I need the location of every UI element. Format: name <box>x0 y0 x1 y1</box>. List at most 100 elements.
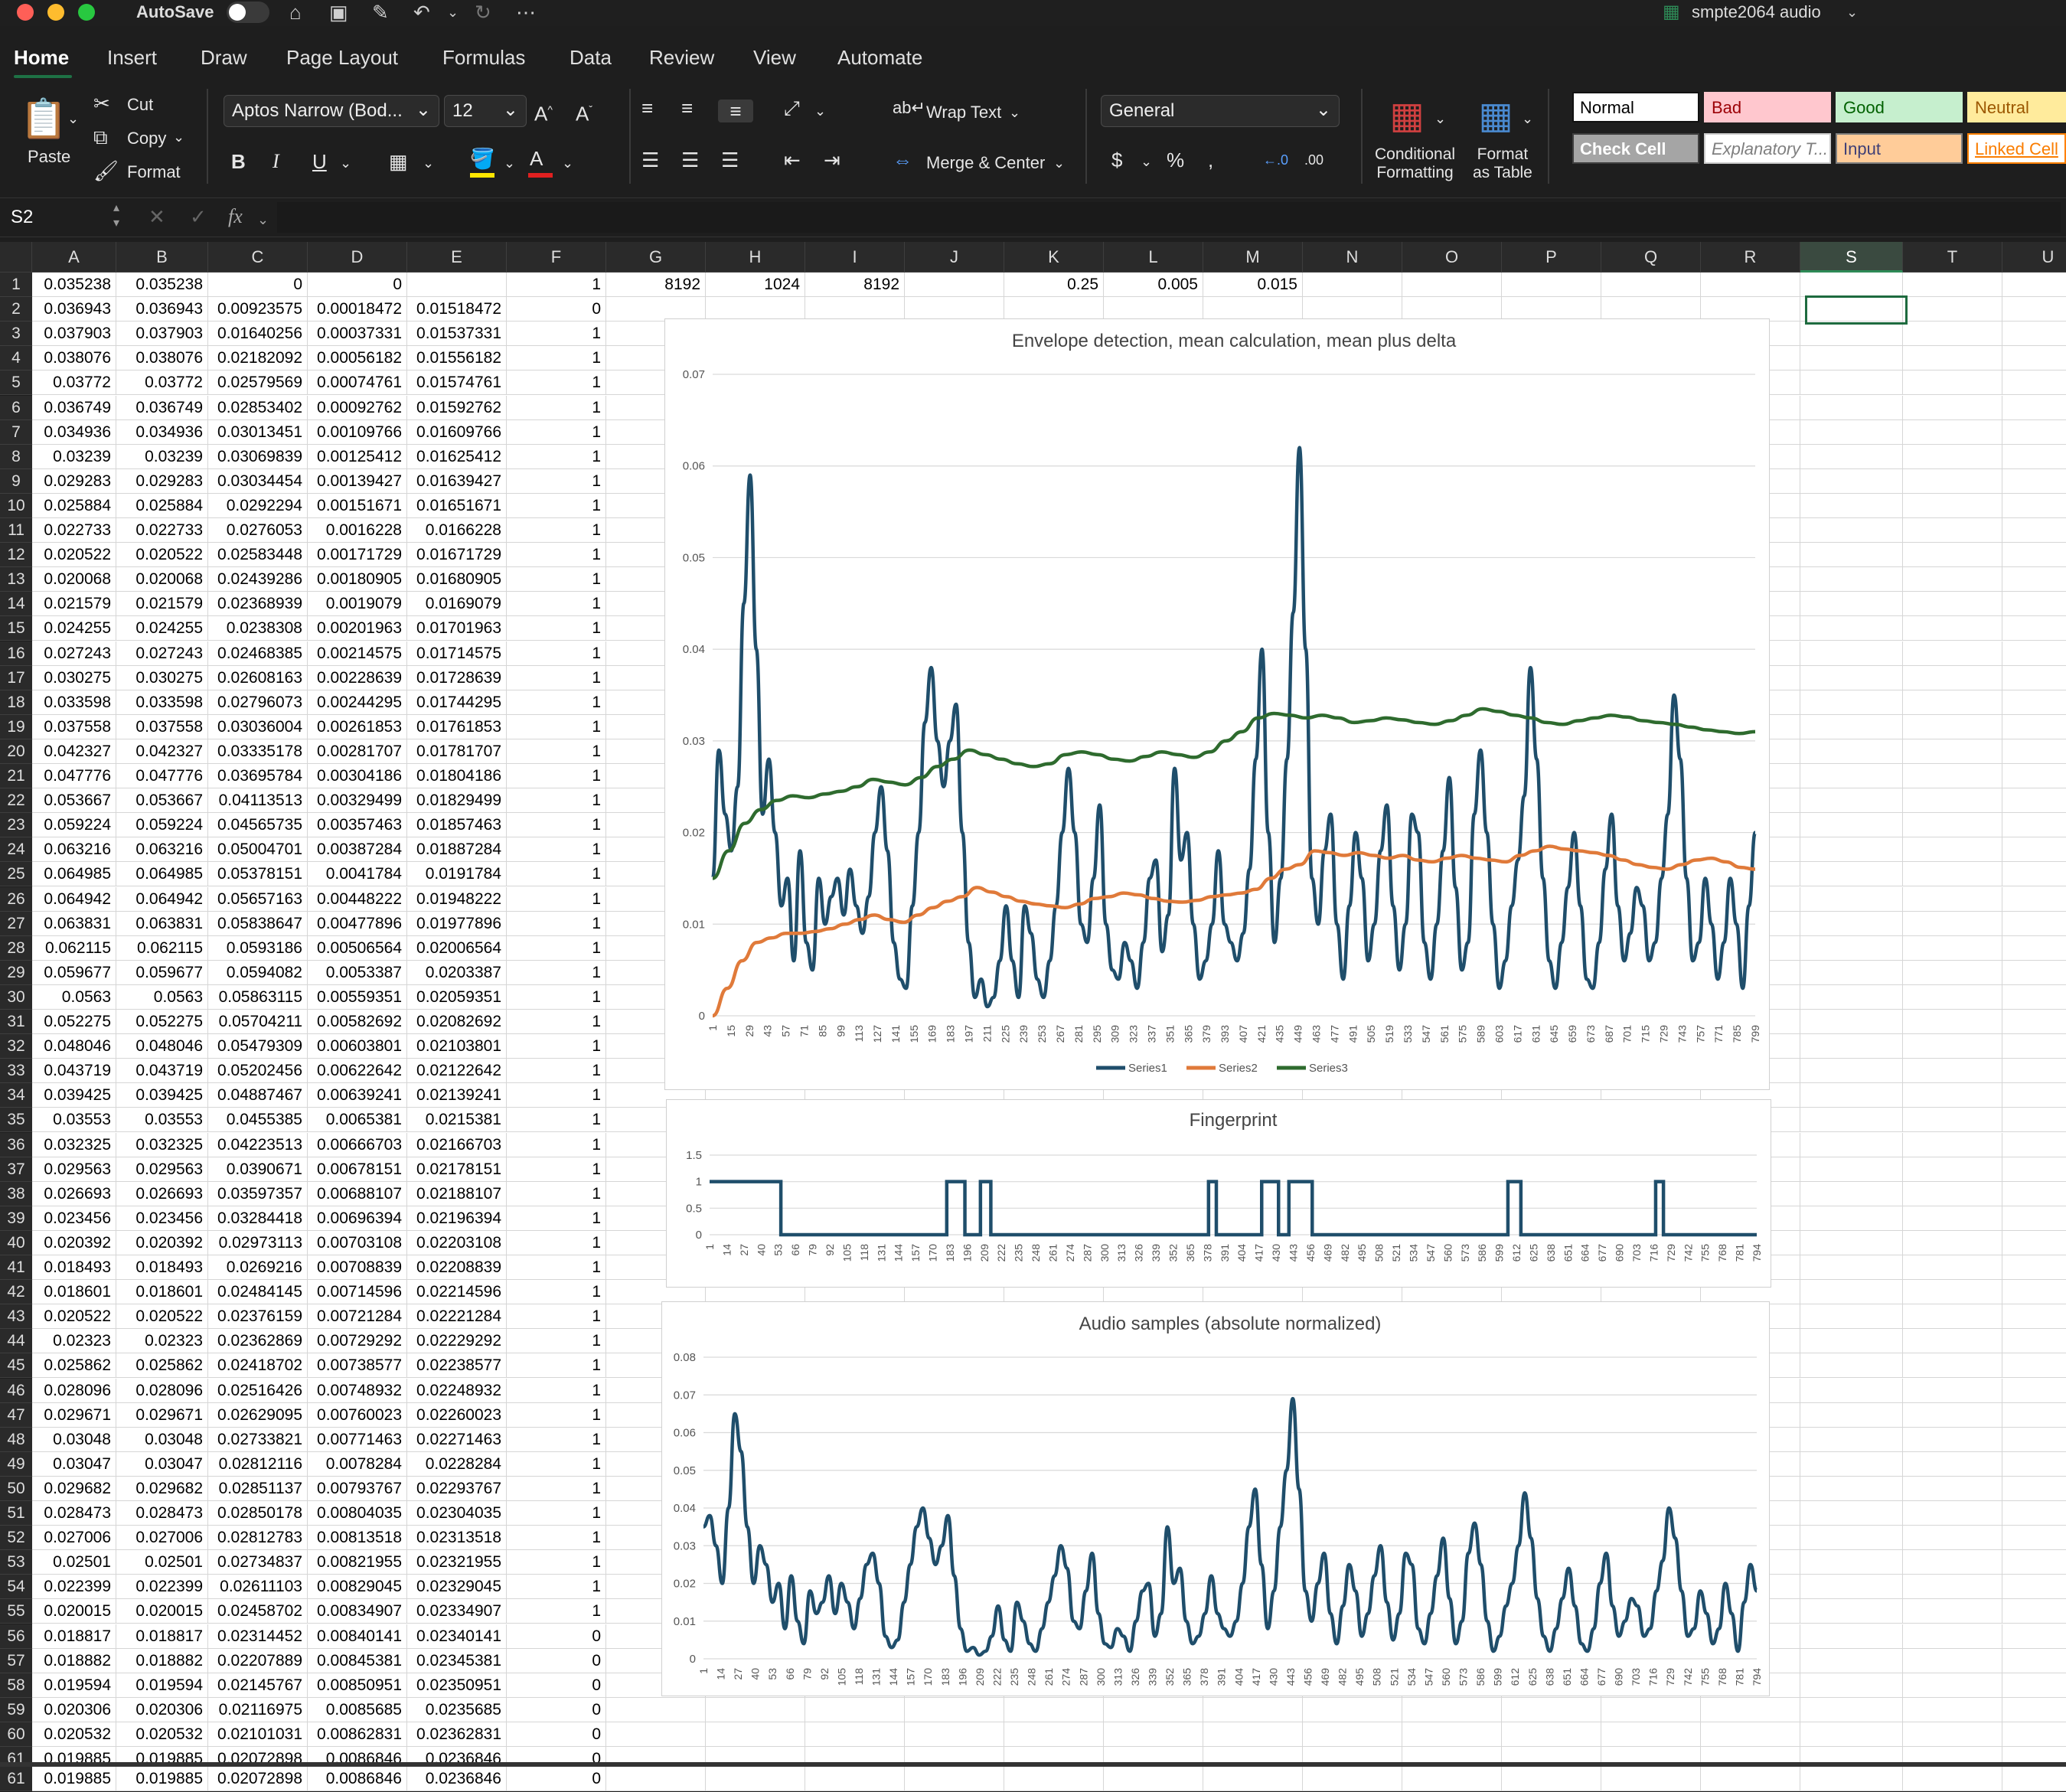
cell[interactable]: 0.00037331 <box>308 322 407 347</box>
cell[interactable] <box>2002 1599 2066 1624</box>
cell[interactable]: 0.02323 <box>32 1329 116 1354</box>
cell[interactable] <box>2002 1034 2066 1059</box>
row-header[interactable]: 53 <box>0 1550 32 1575</box>
cell[interactable] <box>1800 886 1903 912</box>
cell[interactable] <box>2002 1329 2066 1354</box>
cell[interactable]: 0 <box>507 1648 606 1673</box>
row-header[interactable]: 28 <box>0 935 32 961</box>
cell[interactable]: 0.039425 <box>32 1083 116 1108</box>
cell[interactable] <box>1903 1648 2002 1673</box>
cell[interactable] <box>1903 1157 2002 1182</box>
row-header[interactable]: 60 <box>0 1722 32 1747</box>
select-all-corner[interactable] <box>0 242 32 273</box>
cell[interactable]: 0.020522 <box>32 543 116 568</box>
cell[interactable]: 0.035238 <box>32 273 116 297</box>
cell[interactable]: 0.023456 <box>32 1206 116 1231</box>
cell[interactable]: 0.02203108 <box>407 1230 507 1255</box>
cell[interactable]: 0.02350951 <box>407 1673 507 1698</box>
cell[interactable]: 1 <box>507 1034 606 1059</box>
cell[interactable]: 0.034936 <box>116 419 208 445</box>
align-right-icon[interactable]: ☰ <box>721 149 739 171</box>
cell[interactable]: 0.02484145 <box>208 1280 308 1305</box>
cell[interactable] <box>2002 395 2066 420</box>
cell[interactable]: 0.00738577 <box>308 1353 407 1379</box>
cell[interactable]: 0.020392 <box>116 1230 208 1255</box>
cell[interactable] <box>1800 984 1903 1010</box>
cell[interactable]: 0.00748932 <box>308 1378 407 1403</box>
cell[interactable]: 0.029563 <box>32 1157 116 1182</box>
cell[interactable]: 1 <box>507 518 606 543</box>
cell[interactable] <box>2002 1673 2066 1698</box>
cell[interactable]: 0.020522 <box>116 543 208 568</box>
cell[interactable]: 0.04887467 <box>208 1083 308 1108</box>
cell[interactable] <box>1903 862 2002 887</box>
row-header[interactable]: 40 <box>0 1230 32 1255</box>
cell[interactable] <box>1800 1353 1903 1379</box>
cell[interactable]: 0.0166228 <box>407 518 507 543</box>
cell[interactable]: 0.020306 <box>32 1697 116 1722</box>
cell[interactable]: 0.02345381 <box>407 1648 507 1673</box>
cell[interactable] <box>1800 419 1903 445</box>
cell[interactable]: 0.05004701 <box>208 837 308 863</box>
cell[interactable] <box>1004 1697 1104 1722</box>
cell[interactable]: 0.00639241 <box>308 1083 407 1108</box>
cell[interactable] <box>2002 960 2066 985</box>
cell[interactable]: 0.0169079 <box>407 592 507 617</box>
cell[interactable]: 1 <box>507 665 606 690</box>
format-as-table-button[interactable]: Format as Table <box>1473 145 1532 182</box>
cell[interactable]: 0.05202456 <box>208 1059 308 1084</box>
cell[interactable]: 0.064985 <box>32 862 116 887</box>
cell[interactable]: 0.00214575 <box>308 641 407 666</box>
cell[interactable] <box>1800 1157 1903 1182</box>
align-middle-icon[interactable]: ≡ <box>681 96 694 119</box>
cell[interactable]: 1 <box>507 493 606 518</box>
row-header[interactable]: 52 <box>0 1526 32 1551</box>
cell[interactable]: 0.01714575 <box>407 641 507 666</box>
cell[interactable] <box>1903 788 2002 814</box>
cell[interactable]: 0.064942 <box>116 886 208 912</box>
cell[interactable]: 0.02853402 <box>208 395 308 420</box>
redo-icon[interactable]: ↻ <box>475 1 491 24</box>
cell[interactable]: 0.03239 <box>116 444 208 469</box>
cell[interactable]: 0.020015 <box>116 1599 208 1624</box>
cell[interactable] <box>1903 1280 2002 1305</box>
cell[interactable] <box>2002 322 2066 347</box>
orientation-dropdown-icon[interactable]: ⌄ <box>814 103 827 119</box>
cell[interactable]: 0.0276053 <box>208 518 308 543</box>
cell[interactable] <box>2002 616 2066 641</box>
chart-audio-samples[interactable]: Audio samples (absolute normalized) 0 0.01… <box>661 1301 1770 1696</box>
cell[interactable]: 0.037558 <box>32 714 116 739</box>
cell[interactable] <box>1004 297 1104 322</box>
row-header[interactable]: 22 <box>0 788 32 814</box>
cell[interactable]: 0.043719 <box>116 1059 208 1084</box>
cell[interactable]: 1 <box>507 1157 606 1182</box>
cell[interactable] <box>2002 690 2066 715</box>
comma-style-icon[interactable]: , <box>1208 149 1214 171</box>
cell[interactable]: 0.047776 <box>32 764 116 788</box>
cell[interactable]: 0.0269216 <box>208 1255 308 1280</box>
cell[interactable]: 0.02418702 <box>208 1353 308 1379</box>
cell[interactable] <box>1800 1059 1903 1084</box>
cell[interactable]: 0.02166703 <box>407 1132 507 1157</box>
cell[interactable]: 0.02208839 <box>407 1255 507 1280</box>
row-header[interactable]: 23 <box>0 813 32 838</box>
column-header-j[interactable]: J <box>905 242 1004 273</box>
column-header-h[interactable]: H <box>706 242 805 273</box>
cell[interactable]: 0.022733 <box>116 518 208 543</box>
insert-function-icon[interactable]: fx <box>228 205 243 227</box>
cell[interactable] <box>2002 1010 2066 1034</box>
cell[interactable]: 0.052275 <box>116 1010 208 1034</box>
cell[interactable] <box>2002 911 2066 936</box>
cell[interactable]: 0.029682 <box>32 1476 116 1501</box>
selected-cell-s2[interactable] <box>1805 295 1908 325</box>
cell[interactable]: 0.01761853 <box>407 714 507 739</box>
function-dropdown-icon[interactable]: ⌄ <box>257 212 269 227</box>
cell[interactable]: 1 <box>507 567 606 592</box>
cell[interactable] <box>1800 1648 1903 1673</box>
row-header[interactable]: 25 <box>0 862 32 887</box>
cell[interactable] <box>606 297 706 322</box>
cell[interactable] <box>1800 665 1903 690</box>
cell[interactable]: 0.027243 <box>32 641 116 666</box>
cell[interactable]: 0.00582692 <box>308 1010 407 1034</box>
cell[interactable]: 0.03553 <box>32 1108 116 1133</box>
